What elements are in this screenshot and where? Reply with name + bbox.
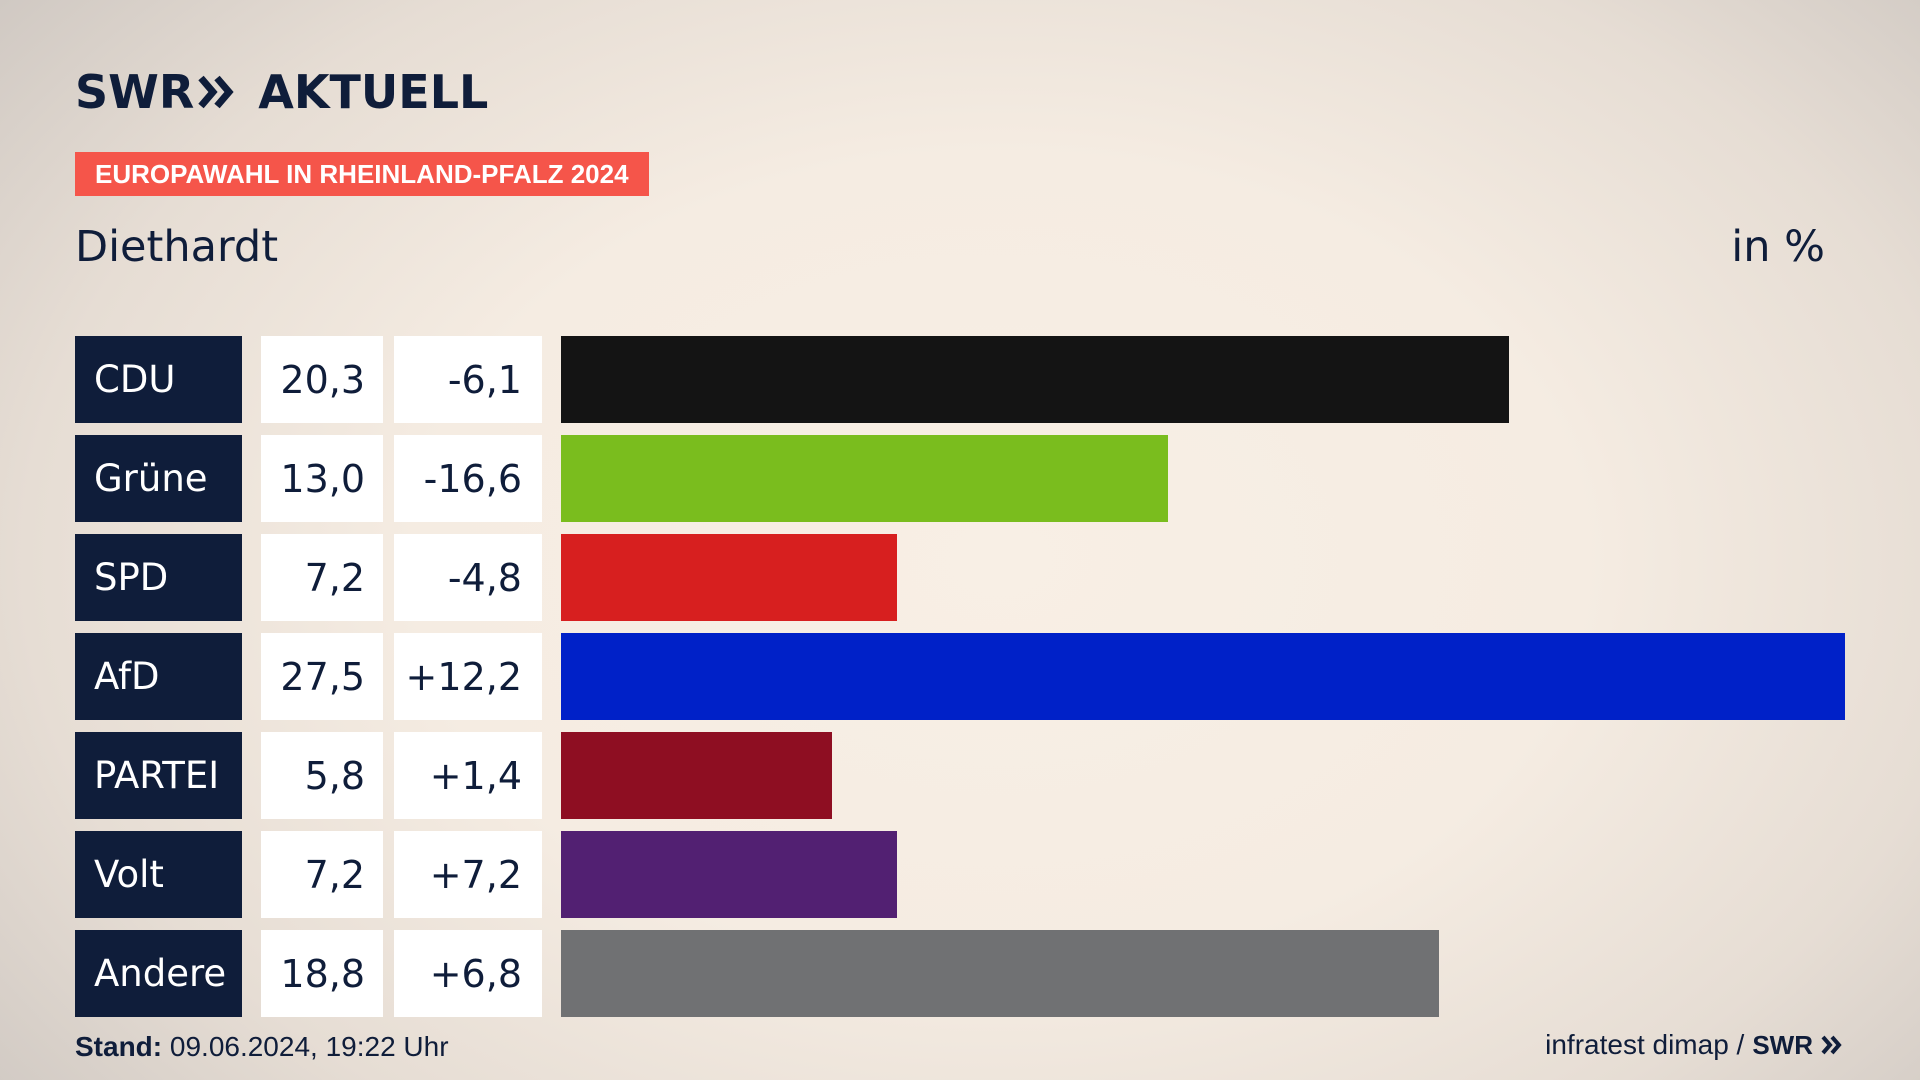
value-label: 7,2	[261, 534, 383, 621]
chevrons-icon	[198, 75, 234, 109]
bar-andere	[561, 930, 1439, 1017]
place-title: Diethardt	[75, 222, 279, 272]
swr-aktuell-logo: SWR AKTUELL	[75, 66, 488, 118]
source-text: infratest dimap /	[1545, 1029, 1745, 1060]
value-label: 5,8	[261, 732, 383, 819]
diff-label: +6,8	[394, 930, 542, 1017]
value-label: 13,0	[261, 435, 383, 522]
party-label: Volt	[75, 831, 242, 918]
value-label: 27,5	[261, 633, 383, 720]
diff-label: -6,1	[394, 336, 542, 423]
bar-cdu	[561, 336, 1509, 423]
bar-spd	[561, 534, 897, 621]
bar-afd	[561, 633, 1845, 720]
bar-partei	[561, 732, 832, 819]
value-label: 20,3	[261, 336, 383, 423]
diff-label: +7,2	[394, 831, 542, 918]
value-label: 7,2	[261, 831, 383, 918]
logo-brand: SWR	[75, 65, 195, 119]
party-label: PARTEI	[75, 732, 242, 819]
party-label: Andere	[75, 930, 242, 1017]
timestamp: Stand: 09.06.2024, 19:22 Uhr	[75, 1031, 449, 1063]
stand-label: Stand:	[75, 1031, 163, 1062]
bar-grüne	[561, 435, 1168, 522]
unit-label: in %	[1731, 222, 1825, 272]
diff-label: -16,6	[394, 435, 542, 522]
diff-label: +1,4	[394, 732, 542, 819]
diff-label: -4,8	[394, 534, 542, 621]
election-tag: EUROPAWAHL IN RHEINLAND-PFALZ 2024	[75, 152, 649, 196]
logo-title: AKTUELL	[258, 65, 489, 119]
diff-label: +12,2	[394, 633, 542, 720]
chevrons-small-icon	[1821, 1035, 1842, 1055]
party-label: SPD	[75, 534, 242, 621]
source-brand: SWR	[1752, 1029, 1813, 1060]
value-label: 18,8	[261, 930, 383, 1017]
party-label: Grüne	[75, 435, 242, 522]
source-credit: infratest dimap / SWR	[1545, 1029, 1843, 1061]
stand-value: 09.06.2024, 19:22 Uhr	[169, 1031, 449, 1062]
party-label: AfD	[75, 633, 242, 720]
party-label: CDU	[75, 336, 242, 423]
bar-volt	[561, 831, 897, 918]
